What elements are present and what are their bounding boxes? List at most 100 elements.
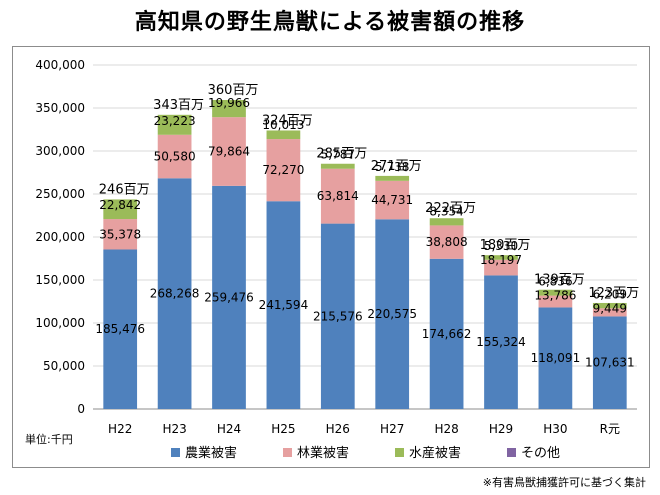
y-tick-label: 400,000 [35,58,85,72]
total-label: 271百万 [371,159,422,174]
value-label-agriculture: 215,576 [313,309,363,323]
value-label-forestry: 50,580 [154,150,196,164]
legend: 農業被害 林業被害 水産被害 その他 [171,445,560,461]
bar-segment-1 [592,316,627,409]
legend-label: 水産被害 [409,445,461,461]
value-label-forestry: 18,197 [480,253,522,267]
bar-segment-2 [320,168,355,224]
legend-swatch [395,448,404,457]
total-label: 222百万 [425,201,476,216]
total-label: 139百万 [534,273,585,288]
x-axis-ticks: H22 H23 H24 H25 H26 H27 H28 H29 H30 R元 [108,422,620,436]
bar-segment-3 [375,175,410,181]
x-tick-label: H28 [434,422,458,436]
value-label-forestry: 63,814 [317,189,359,203]
value-label-fishery: 6,836 [538,275,572,289]
y-tick-label: 200,000 [35,230,85,244]
value-label-agriculture: 268,268 [150,287,200,301]
x-tick-label: H30 [543,422,567,436]
value-label-agriculture: 220,575 [367,307,417,321]
bar-segment-1 [538,307,573,409]
total-label: 180百万 [480,238,531,253]
y-axis-unit-label: 単位:千円 [25,432,73,446]
y-tick-label: 0 [77,402,85,416]
value-label-agriculture: 155,324 [476,335,526,349]
bar-segment-2 [429,225,464,259]
y-tick-label: 50,000 [43,359,85,373]
legend-swatch [283,448,292,457]
chart-panel: 0 50,000 100,000 150,000 200,000 250,000 300,0… [12,46,650,468]
value-label-fishery: 10,013 [262,118,304,132]
bar-segment-3 [212,99,246,118]
x-tick-label: H26 [326,422,350,436]
bar-segment-2 [484,259,518,276]
bar-segment-2 [592,308,627,317]
bar-segment-2 [157,134,192,179]
value-label-forestry: 38,808 [426,235,468,249]
x-tick-label: H25 [271,422,295,436]
bar-segment-1 [266,201,301,409]
value-label-agriculture: 259,476 [204,290,254,304]
total-label: 360百万 [208,83,259,98]
y-tick-label: 250,000 [35,187,85,201]
value-label-agriculture: 241,594 [259,298,309,312]
bar-segment-1 [212,185,246,409]
value-label-forestry: 35,378 [99,227,141,241]
bar-segment-1 [375,219,410,409]
value-label-forestry: 13,786 [534,289,576,303]
value-label-fishery: 6,209 [593,287,627,301]
value-label-fishery: 22,842 [99,198,141,212]
footnote: ※有害鳥獣捕獲許可に基づく集計 [482,476,646,489]
bar-segment-1 [484,275,518,409]
value-label-agriculture: 118,091 [531,351,581,365]
value-label-fishery: 23,223 [154,114,196,128]
bars [103,99,627,409]
x-tick-label: H23 [162,422,186,436]
total-label: 123百万 [588,286,639,301]
bar-segment-2 [266,139,301,202]
chart-title: 高知県の野生鳥獣による被害額の推移 [134,10,526,35]
x-tick-label: R元 [600,422,620,436]
bar-segment-3 [157,114,192,135]
value-label-fishery: 5,330 [484,239,518,253]
bar-segment-3 [266,130,301,140]
x-tick-label: H27 [380,422,404,436]
value-label-fishery: 5,738 [375,160,409,174]
value-label-forestry: 44,731 [371,193,413,207]
bar-segment-3 [484,255,518,260]
y-tick-label: 100,000 [35,316,85,330]
x-tick-label: H22 [108,422,132,436]
bar-segment-2 [103,219,138,250]
total-label: 246百万 [99,182,150,197]
x-tick-label: H24 [217,422,241,436]
value-label-fishery: 8,354 [429,204,463,218]
value-label-agriculture: 107,631 [585,356,635,370]
legend-label: 農業被害 [185,445,237,461]
bar-segment-1 [157,178,192,409]
stacked-bar-chart: 0 50,000 100,000 150,000 200,000 250,000 300,0… [25,58,639,461]
value-label-fishery: 5,787 [321,148,355,162]
value-label-fishery: 19,966 [208,96,250,110]
legend-swatch [507,448,516,457]
x-tick-label: H29 [489,422,513,436]
bar-segment-2 [375,180,410,220]
bar-segment-1 [103,249,138,409]
total-label: 343百万 [153,98,204,113]
value-label-forestry: 9,449 [593,301,627,315]
bar-segment-3 [592,302,627,309]
value-label-agriculture: 185,476 [95,322,145,336]
legend-label: 林業被害 [297,445,349,461]
y-axis-ticks: 0 50,000 100,000 150,000 200,000 250,000 300,0… [35,58,85,416]
y-tick-label: 150,000 [35,273,85,287]
bar-segment-3 [429,218,464,226]
legend-label: その他 [521,446,560,461]
value-label-forestry: 72,270 [262,163,304,177]
total-label: 285百万 [316,147,367,162]
y-tick-label: 350,000 [35,101,85,115]
bar-segment-1 [429,258,464,409]
total-label: 324百万 [262,113,313,128]
legend-swatch [171,448,180,457]
y-tick-label: 300,000 [35,144,85,158]
bar-segment-3 [103,199,138,220]
